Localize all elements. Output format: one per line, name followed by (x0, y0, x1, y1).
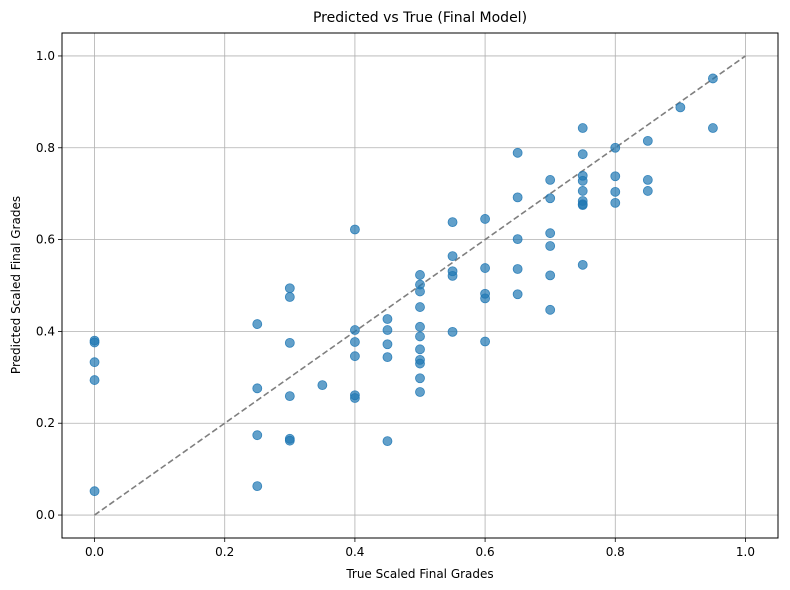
scatter-point (577, 175, 588, 186)
x-tick-label: 1.0 (736, 545, 755, 559)
scatter-point (284, 283, 295, 294)
scatter-point (415, 286, 425, 297)
scatter-point (89, 357, 100, 368)
scatter-point (317, 380, 328, 391)
y-tick-label: 0.6 (36, 233, 55, 247)
scatter-point (89, 486, 100, 497)
scatter-point (89, 375, 100, 385)
x-tick-label: 0.0 (85, 545, 104, 559)
scatter-point (512, 147, 523, 158)
y-tick-label: 0.0 (36, 508, 55, 522)
scatter-point (480, 336, 490, 347)
scatter-point (382, 314, 393, 324)
scatter-point (545, 270, 556, 281)
scatter-point (577, 200, 588, 211)
scatter-point (512, 264, 523, 274)
scatter-point (415, 331, 425, 342)
scatter-point (512, 192, 523, 203)
scatter-point (284, 391, 295, 402)
scatter-point (252, 481, 263, 492)
scatter-point (480, 263, 490, 273)
scatter-point (577, 186, 588, 196)
scatter-point (415, 270, 425, 280)
points-layer (89, 73, 718, 497)
scatter-point (284, 337, 295, 348)
scatter-point (284, 292, 295, 302)
scatter-point (350, 337, 360, 347)
scatter-point (350, 325, 360, 335)
scatter-point (512, 289, 523, 300)
y-axis-label: Predicted Scaled Final Grades (9, 196, 23, 374)
scatter-point (350, 351, 360, 362)
scatter-point (610, 171, 621, 182)
scatter-point (284, 435, 295, 446)
plot-area-frame (61, 32, 779, 539)
y-tick-label: 0.2 (36, 416, 55, 430)
x-tick-label: 0.6 (476, 545, 495, 559)
x-tick-label: 0.8 (606, 545, 625, 559)
scatter-point (382, 436, 393, 447)
scatter-point (545, 304, 556, 315)
scatter-point (642, 186, 653, 196)
scatter-point (545, 241, 556, 251)
scatter-point (415, 373, 425, 384)
scatter-point (577, 123, 588, 133)
scatter-point (610, 186, 621, 197)
y-tick-label: 0.8 (36, 141, 55, 155)
x-tick-label: 0.2 (215, 545, 234, 559)
scatter-point (512, 234, 523, 245)
scatter-point (415, 387, 425, 397)
scatter-point (350, 224, 360, 235)
scatter-point (415, 358, 425, 369)
scatter-point (577, 149, 588, 160)
x-axis-label: True Scaled Final Grades (345, 567, 493, 581)
scatter-point (545, 175, 556, 185)
scatter-point (382, 352, 393, 363)
scatter-point (545, 193, 556, 204)
scatter-point (350, 393, 360, 403)
scatter-point (545, 228, 556, 239)
scatter-point (415, 321, 425, 332)
scatter-point (577, 259, 588, 270)
scatter-point (415, 302, 425, 312)
x-ticks: 0.0 0.2 0.4 0.6 0.8 1.0 (85, 538, 755, 559)
scatter-point (252, 430, 263, 441)
scatter-point (89, 337, 100, 348)
scatter-point (708, 123, 718, 133)
scatter-point (447, 217, 458, 228)
scatter-point (382, 325, 393, 335)
y-ticks: 0.0 0.2 0.4 0.6 0.8 1.0 (36, 49, 62, 522)
scatter-point (610, 197, 621, 208)
scatter-point (708, 73, 718, 84)
scatter-point (252, 383, 263, 394)
scatter-point (642, 135, 653, 146)
y-tick-label: 0.4 (36, 324, 55, 338)
scatter-point (415, 344, 425, 355)
scatter-point (642, 175, 653, 185)
scatter-point (480, 293, 490, 304)
scatter-point (447, 270, 458, 281)
scatter-point (610, 142, 621, 153)
scatter-point (480, 214, 490, 224)
scatter-point (675, 102, 686, 113)
y-tick-label: 1.0 (36, 49, 55, 63)
scatter-point (447, 326, 458, 337)
chart-title: Predicted vs True (Final Model) (313, 10, 527, 26)
scatter-point (252, 319, 263, 329)
x-tick-label: 0.4 (345, 545, 364, 559)
scatter-point (382, 339, 393, 350)
scatter-point (447, 251, 458, 262)
